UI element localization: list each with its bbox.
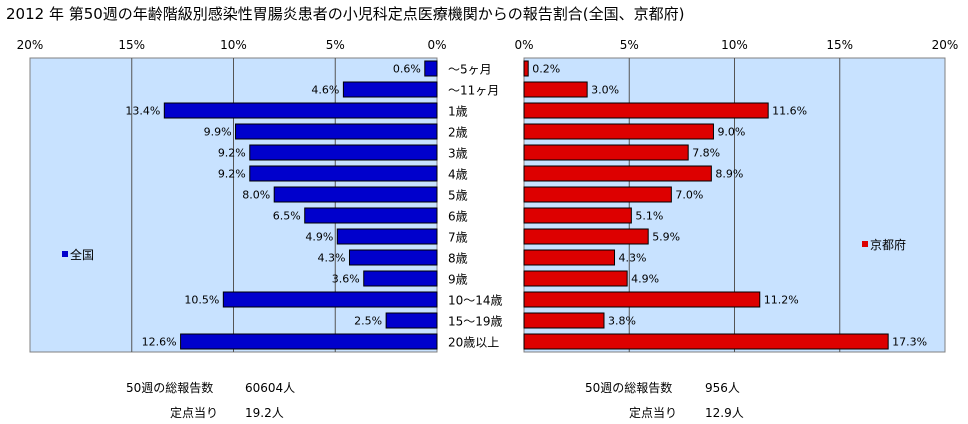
national-data-label: 4.3%: [318, 252, 346, 265]
kyoto-bar: [523, 312, 605, 329]
kyoto-bar: [523, 291, 761, 308]
left-tick-label: 20%: [17, 38, 44, 52]
left-tick-label: 15%: [118, 38, 145, 52]
national-total-label: 50週の総報告数: [126, 381, 214, 395]
kyoto-data-label: 8.9%: [715, 168, 743, 181]
kyoto-legend-label: 京都府: [870, 237, 906, 252]
national-per-value: 19.2人: [245, 406, 284, 420]
right-tick-label: 0%: [514, 38, 533, 52]
kyoto-bar: [523, 186, 672, 203]
national-data-label: 8.0%: [242, 189, 270, 202]
national-bar: [163, 102, 438, 119]
kyoto-bar: [523, 144, 689, 161]
kyoto-bar: [523, 60, 529, 77]
category-label: 10～14歳: [448, 294, 503, 308]
kyoto-total-value: 956人: [705, 381, 740, 395]
right-tick-label: 10%: [721, 38, 748, 52]
kyoto-bar: [523, 333, 889, 350]
kyoto-data-label: 0.2%: [532, 63, 560, 76]
national-data-label: 2.5%: [354, 315, 382, 328]
kyoto-bar: [523, 81, 588, 98]
kyoto-bar: [523, 102, 769, 119]
category-label: ～5ヶ月: [448, 63, 492, 77]
left-tick-label: 0%: [427, 38, 446, 52]
left-tick-label: 5%: [326, 38, 345, 52]
kyoto-bar: [523, 123, 714, 140]
national-bar: [222, 291, 438, 308]
kyoto-bar: [523, 249, 616, 266]
national-bar: [273, 186, 438, 203]
kyoto-data-label: 5.1%: [635, 210, 663, 223]
national-bar: [385, 312, 438, 329]
national-bar: [363, 270, 438, 287]
kyoto-bar: [523, 270, 628, 287]
kyoto-data-label: 17.3%: [892, 336, 927, 349]
kyoto-data-label: 3.0%: [591, 84, 619, 97]
category-label: 1歳: [448, 105, 468, 119]
kyoto-per-value: 12.9人: [705, 406, 744, 420]
category-label: 3歳: [448, 147, 468, 161]
national-bar: [235, 123, 438, 140]
kyoto-data-label: 4.9%: [631, 273, 659, 286]
kyoto-data-label: 3.8%: [608, 315, 636, 328]
kyoto-data-label: 4.3%: [619, 252, 647, 265]
kyoto-data-label: 7.8%: [692, 147, 720, 160]
national-data-label: 9.2%: [218, 147, 246, 160]
kyoto-data-label: 11.6%: [772, 105, 807, 118]
national-data-label: 0.6%: [393, 63, 421, 76]
kyoto-bar: [523, 228, 649, 245]
national-data-label: 10.5%: [184, 294, 219, 307]
category-label: 7歳: [448, 231, 468, 245]
national-bar: [249, 165, 438, 182]
national-data-label: 12.6%: [142, 336, 177, 349]
national-data-label: 13.4%: [125, 105, 160, 118]
kyoto-data-label: 7.0%: [675, 189, 703, 202]
national-bar: [304, 207, 438, 224]
kyoto-bar: [523, 165, 712, 182]
right-tick-label: 5%: [620, 38, 639, 52]
category-label: 8歳: [448, 252, 468, 266]
national-data-label: 9.2%: [218, 168, 246, 181]
kyoto-total-label: 50週の総報告数: [585, 381, 673, 395]
left-tick-label: 10%: [220, 38, 247, 52]
kyoto-data-label: 11.2%: [764, 294, 799, 307]
category-label: 9歳: [448, 273, 468, 287]
category-label: 4歳: [448, 168, 468, 182]
category-label: ～11ヶ月: [448, 84, 499, 98]
national-data-label: 4.6%: [311, 84, 339, 97]
category-label: 2歳: [448, 126, 468, 140]
national-legend-swatch: [62, 251, 68, 257]
right-tick-label: 15%: [826, 38, 853, 52]
national-data-label: 9.9%: [204, 126, 232, 139]
kyoto-bar: [523, 207, 632, 224]
national-data-label: 6.5%: [273, 210, 301, 223]
national-bar: [342, 81, 438, 98]
kyoto-legend-swatch: [862, 241, 868, 247]
national-data-label: 3.6%: [332, 273, 360, 286]
category-label: 15～19歳: [448, 315, 503, 329]
national-bar: [180, 333, 438, 350]
national-data-label: 4.9%: [305, 231, 333, 244]
category-label: 20歳以上: [448, 336, 499, 350]
category-label: 5歳: [448, 189, 468, 203]
national-legend-label: 全国: [70, 247, 94, 262]
right-tick-label: 20%: [932, 38, 959, 52]
kyoto-data-label: 9.0%: [717, 126, 745, 139]
national-per-label: 定点当り: [170, 406, 219, 420]
chart-title: 2012 年 第50週の年齢階級別感染性胃腸炎患者の小児科定点医療機関からの報告…: [6, 5, 685, 23]
category-label: 6歳: [448, 210, 468, 224]
national-bar: [249, 144, 438, 161]
kyoto-per-label: 定点当り: [629, 406, 678, 420]
national-bar: [348, 249, 438, 266]
kyoto-data-label: 5.9%: [652, 231, 680, 244]
national-bar: [424, 60, 438, 77]
national-total-value: 60604人: [245, 381, 296, 395]
national-bar: [336, 228, 438, 245]
